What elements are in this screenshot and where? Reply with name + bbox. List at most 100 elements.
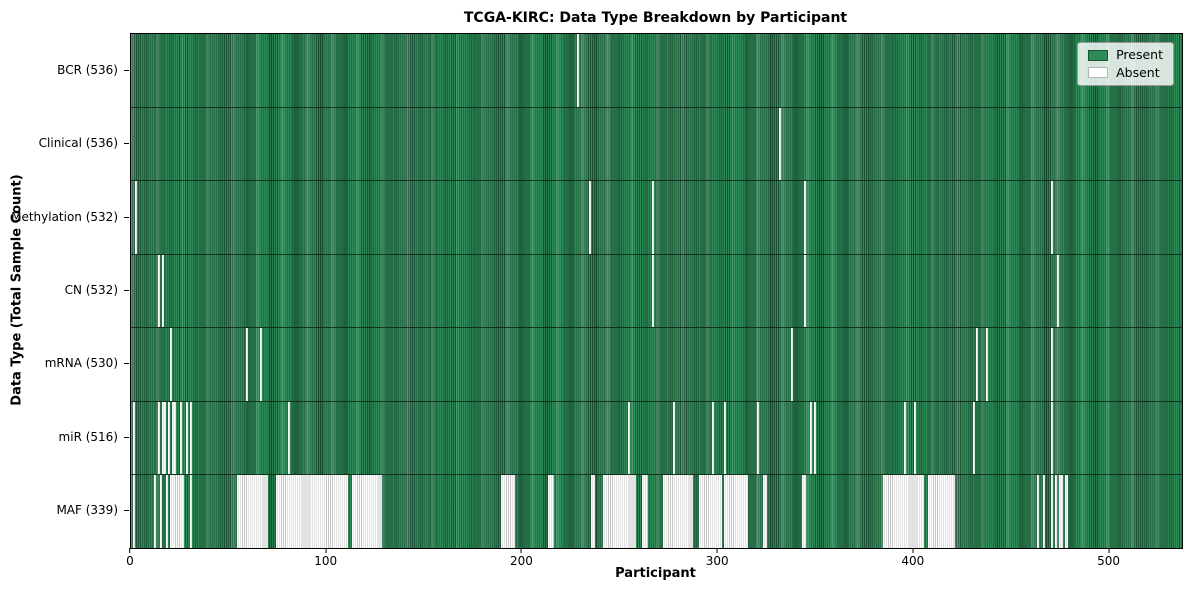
absent-run: [154, 475, 157, 549]
absent-run: [904, 401, 907, 475]
absent-run: [663, 475, 693, 549]
y-axis: BCR (536) Clinical (536) Methylation (532)…: [0, 33, 130, 547]
absent-run: [132, 475, 135, 549]
y-tick-label: BCR (536): [57, 62, 118, 77]
y-tick-mark: [124, 216, 129, 218]
y-tick-label: MAF (339): [56, 503, 118, 518]
plot-area: Present Absent: [130, 33, 1183, 549]
absent-run: [260, 328, 263, 401]
y-tick-mark: [124, 363, 129, 365]
heatmap-row-mrna: [131, 328, 1182, 402]
y-tick-label: miR (516): [58, 429, 118, 444]
absent-run: [166, 475, 169, 549]
absent-run: [158, 401, 161, 475]
y-tick-mark: [124, 436, 129, 438]
absent-run: [1056, 254, 1059, 328]
absent-run: [236, 475, 268, 549]
absent-run: [913, 401, 916, 475]
absent-run: [724, 401, 726, 475]
absent-run: [134, 181, 137, 254]
absent-run: [588, 181, 591, 254]
absent-run: [1043, 475, 1045, 549]
y-tick-label: mRNA (530): [44, 356, 118, 371]
absent-run: [802, 475, 807, 549]
absent-run: [168, 401, 171, 475]
heatmap-row-mir: [131, 401, 1182, 476]
absent-run: [602, 475, 636, 549]
absent-run: [170, 328, 173, 401]
x-tick-label: 200: [509, 554, 533, 568]
x-tick-mark: [912, 548, 914, 553]
absent-run: [172, 401, 176, 475]
legend-entry-absent: Absent: [1088, 64, 1163, 80]
x-tick: 200: [510, 548, 533, 568]
present-swatch-icon: [1088, 49, 1109, 61]
absent-run: [170, 475, 184, 549]
absent-run: [1064, 475, 1069, 549]
absent-run: [986, 328, 989, 401]
heatmap-row-clinical: [131, 107, 1182, 182]
heatmap-row-maf: [131, 475, 1182, 549]
x-tick-mark: [716, 548, 718, 553]
x-tick: 0: [126, 548, 134, 568]
absent-run: [1058, 475, 1063, 549]
absent-run: [724, 475, 748, 549]
x-tick-mark: [129, 548, 131, 553]
absent-run: [882, 475, 924, 549]
absent-run: [698, 475, 723, 549]
heatmap-rows: [131, 34, 1182, 549]
absent-run: [651, 254, 654, 328]
x-tick-label: 300: [705, 554, 729, 568]
absent-run: [160, 475, 163, 549]
absent-run: [590, 475, 595, 549]
heatmap-row-cn: [131, 254, 1182, 329]
legend: Present Absent: [1077, 42, 1174, 86]
y-tick-mark: [124, 143, 129, 145]
absent-run: [628, 401, 631, 475]
x-tick-mark: [520, 548, 522, 553]
chart-title: TCGA-KIRC: Data Type Breakdown by Partic…: [463, 10, 848, 26]
x-tick-mark: [325, 548, 327, 553]
absent-run: [1050, 181, 1053, 254]
absent-run: [189, 475, 192, 549]
y-tick-mark: [124, 69, 129, 71]
y-tick-label: Methylation (532): [11, 209, 118, 224]
absent-run: [651, 181, 654, 254]
absent-run: [287, 401, 290, 475]
x-tick: 100: [314, 548, 337, 568]
absent-run: [275, 475, 349, 549]
absent-run: [547, 475, 554, 549]
legend-label-present: Present: [1116, 47, 1163, 62]
absent-run: [790, 328, 793, 401]
absent-run: [185, 401, 188, 475]
absent-run: [1050, 328, 1053, 401]
absent-run: [189, 401, 192, 475]
absent-run: [641, 475, 648, 549]
y-tick-mark: [124, 290, 129, 291]
absent-run: [814, 401, 816, 475]
absent-run: [976, 328, 979, 401]
absent-run: [577, 34, 580, 107]
heatmap-row-methylation: [131, 181, 1182, 255]
absent-run: [673, 401, 676, 475]
absent-run: [1037, 475, 1040, 549]
absent-run: [810, 401, 813, 475]
legend-label-absent: Absent: [1116, 64, 1160, 80]
absent-run: [804, 181, 807, 254]
x-tick: 400: [901, 548, 924, 568]
y-tick-label: CN (532): [64, 283, 118, 297]
x-tick-label: 0: [126, 554, 134, 568]
x-tick: 500: [1097, 548, 1120, 568]
absent-run: [927, 475, 955, 549]
legend-entry-present: Present: [1088, 47, 1163, 62]
absent-run: [778, 107, 781, 181]
absent-run: [246, 328, 249, 401]
absent-run: [804, 254, 807, 328]
x-tick-label: 500: [1097, 554, 1121, 568]
absent-run: [162, 254, 165, 328]
absent-run: [763, 475, 768, 549]
x-axis-label: Participant: [615, 566, 696, 581]
heatmap-row-bcr: [131, 34, 1182, 108]
absent-run: [162, 401, 167, 475]
absent-run: [352, 475, 382, 549]
